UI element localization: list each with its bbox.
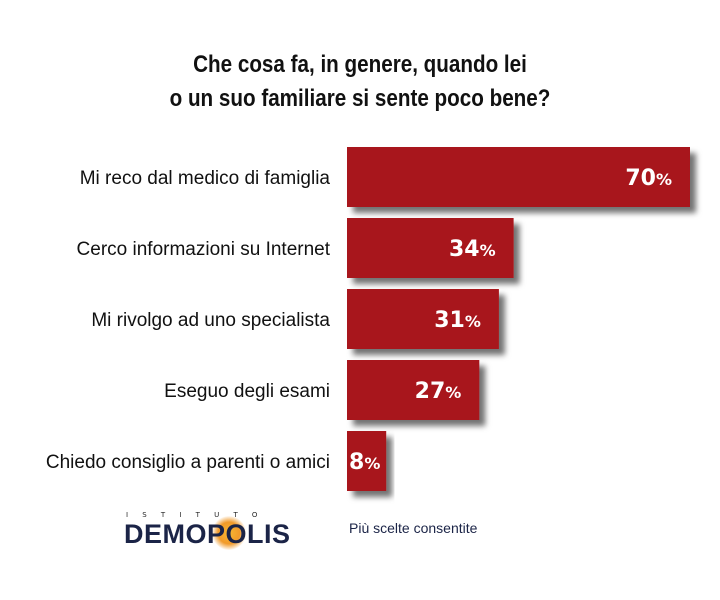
title-line-1: Che cosa fa, in genere, quando lei xyxy=(193,51,527,78)
bar-3 xyxy=(347,289,499,349)
logo-top-text: ISTITUTO xyxy=(126,511,272,519)
value-label-2: 34% xyxy=(449,237,496,262)
title-line-2: o un suo familiare si sente poco bene? xyxy=(169,85,551,112)
footnote: Più scelte consentite xyxy=(349,520,478,536)
chart-title: Che cosa fa, in genere, quando lei o un … xyxy=(50,48,669,116)
demopolis-logo: ISTITUTO DEMOPOLIS xyxy=(124,511,324,551)
value-label-1: 70% xyxy=(625,166,672,191)
logo-sun-icon xyxy=(212,516,246,550)
value-label-5: 8% xyxy=(349,450,380,475)
category-label-4: Eseguo degli esami xyxy=(164,381,330,402)
category-label-3: Mi rivolgo ad uno specialista xyxy=(91,310,330,331)
bar-1 xyxy=(347,147,690,207)
bar-2 xyxy=(347,218,514,278)
category-label-5: Chiedo consiglio a parenti o amici xyxy=(46,452,330,473)
logo-main-text: DEMOPOLIS xyxy=(124,519,291,549)
category-label-1: Mi reco dal medico di famiglia xyxy=(80,168,331,189)
value-label-3: 31% xyxy=(434,308,481,333)
bar-4 xyxy=(347,360,480,420)
value-label-4: 27% xyxy=(415,379,462,404)
category-label-2: Cerco informazioni su Internet xyxy=(77,239,331,260)
bars-group: Mi reco dal medico di famiglia 70% Cerco i… xyxy=(46,147,690,491)
bar-5 xyxy=(347,431,387,491)
